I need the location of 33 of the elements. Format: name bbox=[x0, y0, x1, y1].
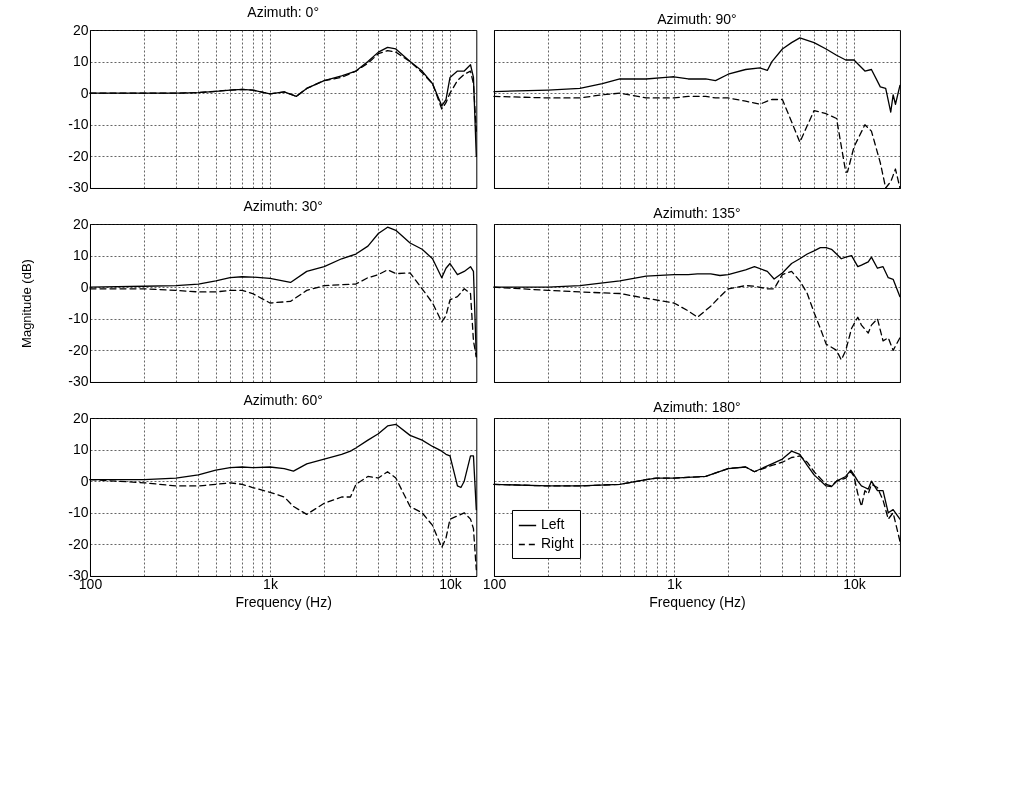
x-tick-label: 100 bbox=[483, 576, 507, 593]
legend-label: Right bbox=[541, 535, 575, 552]
legend-label: Left bbox=[541, 516, 565, 533]
y-tick-label: 20 bbox=[72, 21, 89, 38]
y-axis-title: Magnitude (dB) bbox=[19, 259, 35, 348]
chart-title: Azimuth: 0° bbox=[247, 4, 319, 20]
y-tick-label: -10 bbox=[68, 504, 89, 521]
x-tick-label: 1k bbox=[263, 576, 279, 593]
y-tick-label: 10 bbox=[72, 441, 89, 458]
y-tick-label: -10 bbox=[68, 116, 89, 133]
y-tick-label: -20 bbox=[68, 535, 89, 552]
y-tick-label: 10 bbox=[72, 247, 89, 264]
x-tick-label: 10k bbox=[843, 576, 868, 593]
chart-title: Azimuth: 60° bbox=[243, 392, 323, 408]
x-tick-label: 1k bbox=[667, 576, 684, 593]
y-tick-label: -30 bbox=[68, 179, 89, 196]
y-tick-label: 0 bbox=[80, 84, 89, 101]
y-tick-label: -10 bbox=[68, 310, 89, 327]
y-tick-label: 20 bbox=[72, 409, 89, 426]
y-tick-label: 0 bbox=[80, 472, 89, 489]
y-tick-label: 20 bbox=[72, 215, 89, 232]
chart-title: Azimuth: 90° bbox=[657, 10, 737, 27]
y-tick-label: 10 bbox=[72, 53, 89, 70]
x-axis-title: Frequency (Hz) bbox=[235, 594, 332, 611]
y-tick-label: -30 bbox=[68, 373, 89, 390]
x-tick-label: 10k bbox=[439, 576, 463, 593]
chart-title: Azimuth: 180° bbox=[653, 398, 741, 415]
y-tick-label: -20 bbox=[68, 341, 89, 358]
y-tick-label: 0 bbox=[80, 278, 89, 295]
chart-title: Azimuth: 30° bbox=[243, 198, 323, 214]
x-axis-title: Frequency (Hz) bbox=[649, 594, 746, 611]
y-tick-label: -20 bbox=[68, 147, 89, 164]
chart-title: Azimuth: 135° bbox=[653, 204, 741, 221]
